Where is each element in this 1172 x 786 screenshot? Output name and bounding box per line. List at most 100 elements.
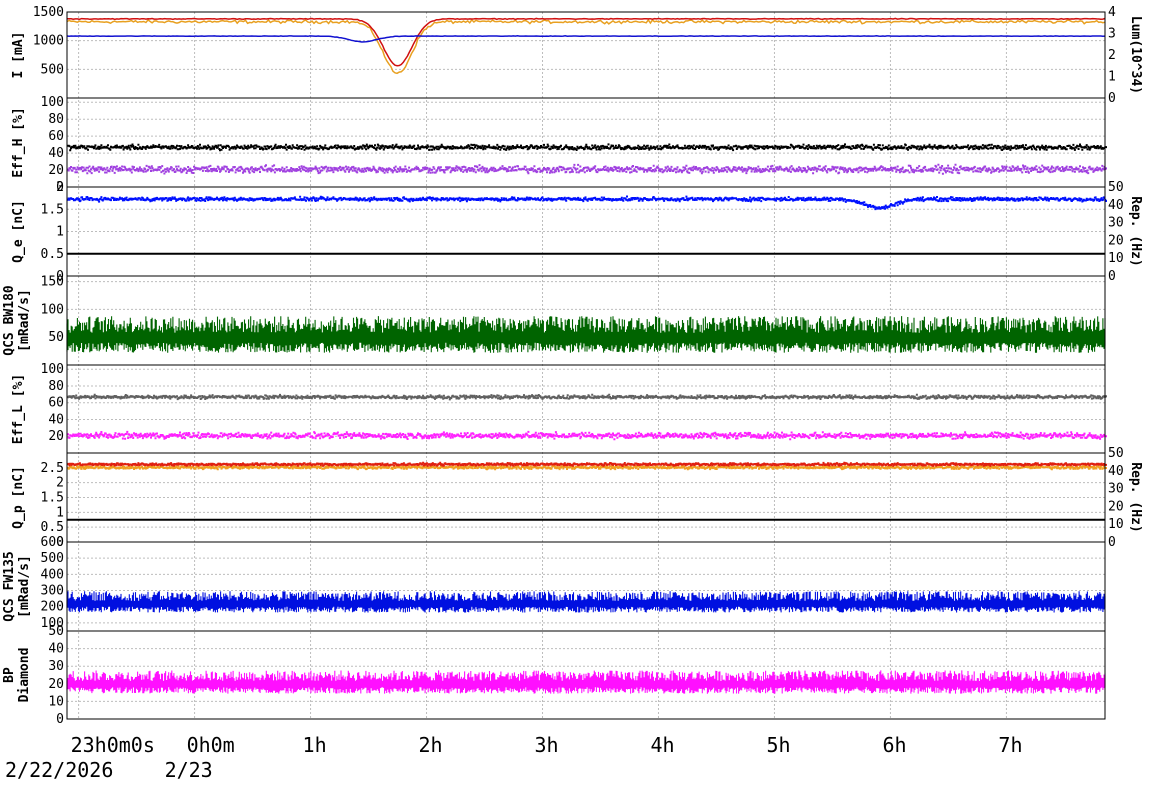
- series-bars: [66, 591, 1106, 613]
- y-tick-label: 2: [56, 476, 64, 491]
- panel-frame: [66, 11, 1106, 99]
- y-right-tick-label: 2: [1108, 48, 1116, 63]
- series-points: [67, 461, 1107, 467]
- y-tick-label: 600: [41, 535, 64, 550]
- y-tick-label: 20: [48, 677, 64, 692]
- y-right-tick-label: 4: [1108, 5, 1116, 20]
- y-tick-label: 80: [48, 112, 64, 127]
- y-tick-label: 10: [48, 694, 64, 709]
- y-tick-label: 40: [48, 146, 64, 161]
- y-tick-label: 60: [48, 129, 64, 144]
- panel-frame: [66, 364, 1106, 454]
- y-tick-label: 60: [48, 396, 64, 411]
- y-right-tick-label: 50: [1108, 446, 1124, 461]
- y-axis-title: QCS FW135: [2, 551, 17, 621]
- y-axis-title-line2: [mRad/s]: [17, 555, 32, 618]
- y-tick-label: 0: [56, 712, 64, 727]
- x-tick-label: 23h0m0s: [71, 733, 155, 757]
- y-right-axis-title: Lum(10^34): [1128, 16, 1143, 94]
- series-points: [67, 195, 1107, 211]
- y-tick-label: 0.5: [41, 247, 64, 262]
- y-right-axis-title: Rep. (Hz): [1128, 462, 1143, 532]
- y-right-tick-label: 20: [1108, 233, 1124, 248]
- series-line: [66, 18, 1106, 75]
- y-right-tick-label: 40: [1108, 198, 1124, 213]
- y-tick-label: 0: [56, 269, 64, 284]
- y-tick-label: 1000: [33, 34, 64, 49]
- x-tick-label: 0h0m: [187, 733, 235, 757]
- series-line: [66, 35, 1106, 43]
- y-axis-title: BP: [2, 667, 17, 683]
- y-tick-label: 20: [48, 163, 64, 178]
- x-tick-label: 2h: [419, 733, 443, 757]
- y-axis-title: Q_p [nC]: [11, 466, 26, 529]
- x-tick-label: 7h: [998, 733, 1022, 757]
- y-tick-label: 50: [48, 330, 64, 345]
- y-right-tick-label: 40: [1108, 464, 1124, 479]
- series-bars: [66, 670, 1106, 694]
- y-axis-title: QCS BW180: [2, 285, 17, 356]
- x-tick-label: 5h: [766, 733, 790, 757]
- y-right-tick-label: 10: [1108, 517, 1124, 532]
- date-label: 2/22/2026: [5, 758, 113, 782]
- y-tick-label: 100: [41, 362, 64, 377]
- y-tick-label: 500: [41, 62, 64, 77]
- y-tick-label: 50: [48, 624, 64, 639]
- y-tick-label: 100: [41, 616, 64, 631]
- y-right-tick-label: 3: [1108, 27, 1116, 42]
- y-right-tick-label: 1: [1108, 70, 1116, 85]
- y-right-tick-label: 50: [1108, 180, 1124, 195]
- panel-frame: [66, 97, 1106, 188]
- y-right-tick-label: 0: [1108, 91, 1116, 106]
- y-axis-title: Eff_L [%]: [11, 374, 26, 444]
- y-axis-title-line2: [mRad/s]: [17, 289, 32, 352]
- y-right-tick-label: 30: [1108, 482, 1124, 497]
- series-bars: [66, 316, 1106, 353]
- y-tick-label: 100: [41, 95, 64, 110]
- y-tick-label: 0: [56, 535, 64, 550]
- y-axis-title: I [mA]: [11, 32, 26, 79]
- date-label: 2/23: [165, 758, 213, 782]
- y-tick-label: 40: [48, 412, 64, 427]
- y-tick-label: 300: [41, 584, 64, 599]
- y-tick-label: 1.5: [41, 491, 64, 506]
- y-tick-label: 500: [41, 551, 64, 566]
- y-tick-label: 1500: [33, 5, 64, 20]
- x-tick-label: 4h: [650, 733, 674, 757]
- x-tick-label: 1h: [303, 733, 327, 757]
- y-right-tick-label: 20: [1108, 499, 1124, 514]
- y-tick-label: 2.5: [41, 461, 64, 476]
- y-tick-label: 400: [41, 567, 64, 582]
- y-right-tick-label: 0: [1108, 535, 1116, 550]
- series-points: [67, 430, 1107, 441]
- series-line: [66, 17, 1106, 67]
- y-tick-label: 100: [41, 302, 64, 317]
- y-tick-label: 1: [56, 225, 64, 240]
- y-right-tick-label: 30: [1108, 216, 1124, 231]
- panel-frame: [66, 541, 1106, 632]
- y-right-axis-title: Rep. (Hz): [1128, 196, 1143, 266]
- x-tick-label: 6h: [882, 733, 906, 757]
- y-tick-label: 40: [48, 642, 64, 657]
- y-tick-label: 80: [48, 379, 64, 394]
- y-tick-label: 200: [41, 600, 64, 615]
- y-axis-title-line2: Diamond: [17, 648, 32, 703]
- y-axis-title: Eff_H [%]: [11, 107, 26, 177]
- panel-frame: [66, 630, 1106, 720]
- y-tick-label: 1: [56, 505, 64, 520]
- series-points: [67, 143, 1107, 152]
- x-tick-label: 3h: [535, 733, 559, 757]
- y-right-tick-label: 0: [1108, 269, 1116, 284]
- y-right-tick-label: 10: [1108, 251, 1124, 266]
- y-axis-title: Q_e [nC]: [11, 200, 26, 263]
- y-tick-label: 0: [56, 180, 64, 195]
- series-points: [67, 464, 1107, 471]
- y-tick-label: 30: [48, 659, 64, 674]
- y-tick-label: 1.5: [41, 202, 64, 217]
- series-points: [67, 163, 1107, 175]
- y-tick-label: 0.5: [41, 520, 64, 535]
- y-tick-label: 20: [48, 429, 64, 444]
- series-points: [67, 393, 1107, 401]
